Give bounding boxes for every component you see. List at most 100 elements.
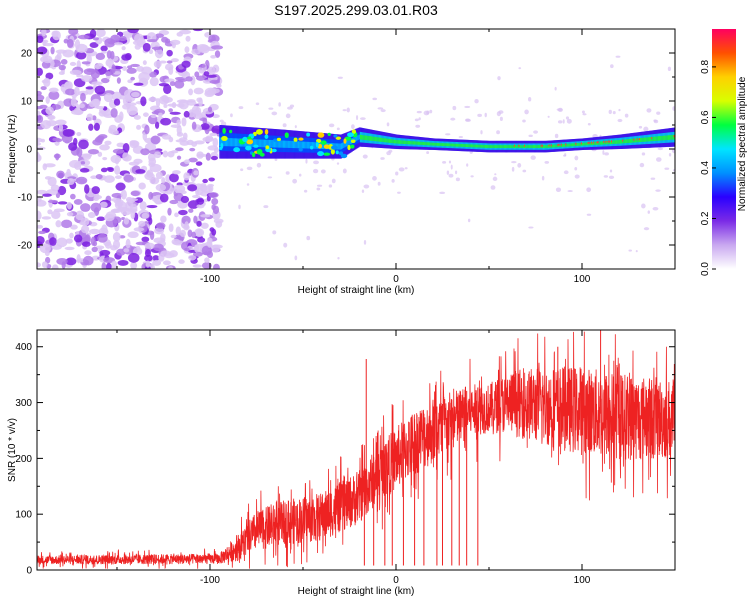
noise-speck	[480, 130, 483, 135]
noise-blob	[196, 220, 202, 227]
noise-speck	[610, 64, 614, 69]
signal-band-core	[464, 144, 467, 147]
noise-blob	[87, 148, 99, 155]
signal-cell	[323, 152, 331, 156]
signal-band-core	[270, 139, 273, 148]
x-axis-label: Height of straight line (km)	[298, 586, 415, 597]
noise-speck	[524, 109, 529, 115]
noise-speck	[268, 107, 274, 110]
noise-speck	[316, 184, 323, 187]
noise-blob	[126, 208, 138, 212]
signal-band-core	[657, 136, 660, 141]
noise-blob	[211, 197, 219, 205]
noise-blob	[100, 45, 108, 52]
noise-blob	[105, 262, 112, 269]
noise-speck	[294, 125, 297, 129]
signal-band-core	[276, 140, 279, 148]
snr-series-line	[37, 331, 675, 569]
signal-band-core	[372, 136, 375, 141]
noise-blob	[64, 246, 75, 251]
noise-speck	[544, 160, 550, 164]
signal-band-core	[508, 145, 511, 149]
signal-band-core	[432, 142, 435, 146]
noise-blob	[125, 238, 131, 249]
signal-band-core	[666, 135, 669, 141]
noise-blob	[188, 88, 194, 96]
noise-speck	[624, 113, 629, 118]
noise-blob	[116, 77, 121, 84]
noise-blob	[58, 64, 66, 71]
noise-speck	[255, 102, 260, 106]
y-tick-label: 0	[26, 145, 32, 156]
signal-band-core	[271, 140, 274, 148]
signal-band-core	[600, 141, 603, 145]
noise-speck	[511, 166, 515, 172]
noise-blob	[80, 92, 86, 102]
signal-band-core	[650, 137, 653, 142]
signal-band-core	[490, 145, 493, 149]
signal-band-core	[614, 140, 617, 144]
noise-blob	[79, 168, 90, 173]
noise-speck	[298, 173, 302, 177]
noise-blob	[162, 260, 171, 266]
noise-speck	[337, 257, 340, 260]
signal-band-core	[489, 145, 492, 149]
noise-blob	[37, 236, 45, 245]
noise-blob	[119, 235, 126, 239]
signal-band-core	[645, 137, 648, 142]
signal-band-core	[232, 138, 235, 147]
noise-speck	[448, 173, 454, 178]
signal-band-core	[425, 142, 428, 146]
signal-cell	[347, 132, 354, 138]
noise-blob	[48, 90, 60, 101]
noise-blob	[127, 29, 139, 34]
noise-blob	[67, 178, 75, 186]
noise-blob	[75, 210, 85, 221]
signal-cell	[298, 147, 303, 152]
noise-blob	[100, 77, 110, 84]
signal-band-core	[609, 140, 612, 145]
noise-speck	[528, 134, 533, 137]
signal-band-core	[578, 142, 581, 146]
noise-blob	[80, 203, 91, 212]
noise-blob	[57, 201, 68, 205]
signal-band-core	[503, 145, 506, 149]
noise-speck	[240, 168, 244, 172]
signal-band-core	[377, 137, 380, 142]
noise-blob	[138, 71, 150, 82]
signal-band-core	[412, 141, 415, 145]
signal-band-core	[321, 142, 324, 150]
noise-speck	[565, 116, 570, 120]
noise-blob	[95, 173, 103, 180]
noise-speck	[272, 230, 277, 235]
noise-blob	[76, 131, 82, 137]
signal-band-core	[398, 140, 401, 144]
noise-blob	[214, 50, 221, 58]
noise-blob	[106, 50, 112, 59]
signal-band-core	[442, 143, 445, 147]
noise-speck	[556, 108, 563, 112]
noise-speck	[454, 170, 458, 175]
signal-band-core	[365, 135, 368, 141]
noise-blob	[208, 88, 220, 94]
noise-blob	[170, 124, 182, 128]
noise-blob	[163, 104, 168, 108]
noise-blob	[188, 254, 197, 261]
noise-speck	[337, 76, 343, 79]
signal-band-core	[642, 137, 645, 142]
noise-blob	[75, 51, 87, 60]
noise-blob	[96, 216, 106, 221]
noise-blob	[91, 255, 101, 261]
signal-band-core	[546, 145, 549, 148]
noise-blob	[154, 121, 160, 129]
noise-blob	[58, 71, 65, 76]
noise-blob	[127, 231, 139, 239]
signal-band-core	[477, 144, 480, 148]
noise-blob	[183, 172, 190, 181]
noise-blob	[37, 262, 41, 268]
y-tick-label: -10	[18, 193, 33, 204]
noise-blob	[210, 244, 220, 253]
noise-blob	[139, 201, 147, 211]
noise-speck	[562, 119, 565, 124]
signal-band-core	[475, 144, 478, 148]
